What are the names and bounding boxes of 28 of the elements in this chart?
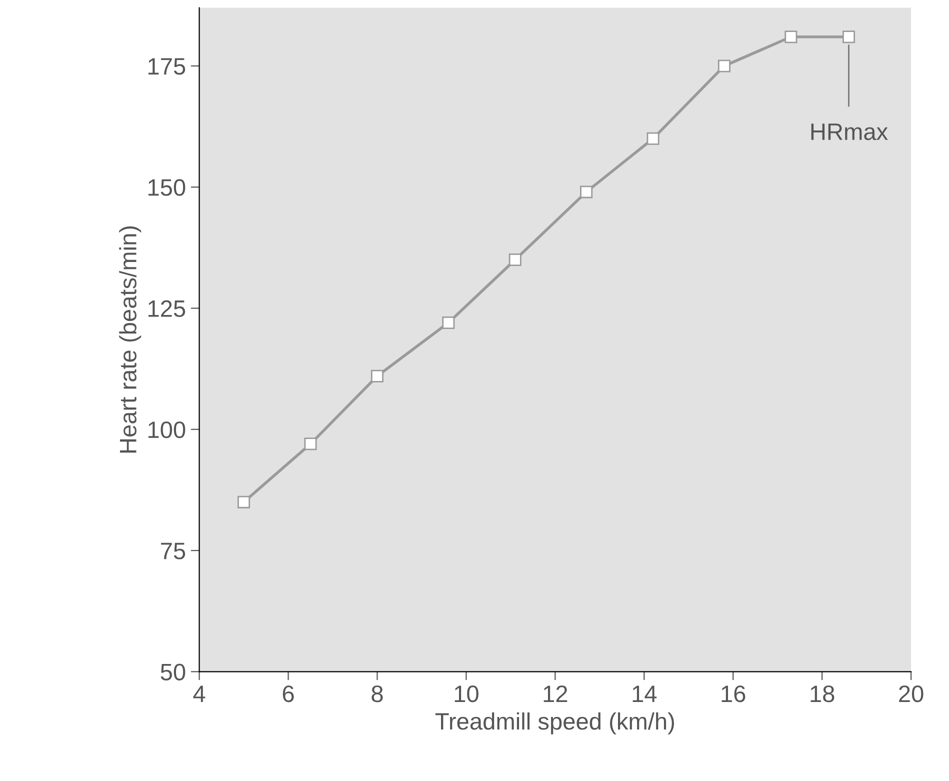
point xyxy=(238,496,250,508)
x-tick-label: 18 xyxy=(810,685,834,702)
x-tick-label: 10 xyxy=(454,685,478,702)
point xyxy=(442,316,455,330)
x-tick-label: 14 xyxy=(632,686,657,702)
point xyxy=(370,370,384,382)
point xyxy=(508,254,522,266)
x-axis-title: Treadmill speed (km/h) xyxy=(435,712,674,734)
annotation: HRmax xyxy=(811,124,888,140)
x-tick-label: 8 xyxy=(372,685,383,702)
point xyxy=(646,132,660,145)
x-tick-label: 16 xyxy=(722,685,746,702)
y-axis-title: Heart rate (beats/min) xyxy=(119,226,142,453)
y-tick-label: 100 xyxy=(148,421,186,438)
x-tick-label: 12 xyxy=(544,685,568,702)
y-tick-label: 150 xyxy=(148,179,186,196)
y-tick-label: 175 xyxy=(148,58,186,75)
y-tick-label: 50 xyxy=(160,664,186,680)
x-tick-label: 20 xyxy=(899,685,924,702)
point xyxy=(580,186,593,198)
y-tick-label: 75 xyxy=(161,542,186,560)
x-tick-label: 4 xyxy=(193,686,206,702)
point xyxy=(842,30,856,44)
x-tick-label: 6 xyxy=(282,685,294,702)
point xyxy=(304,438,317,450)
point xyxy=(718,60,730,72)
point xyxy=(784,30,798,44)
y-tick-label: 125 xyxy=(148,300,186,318)
